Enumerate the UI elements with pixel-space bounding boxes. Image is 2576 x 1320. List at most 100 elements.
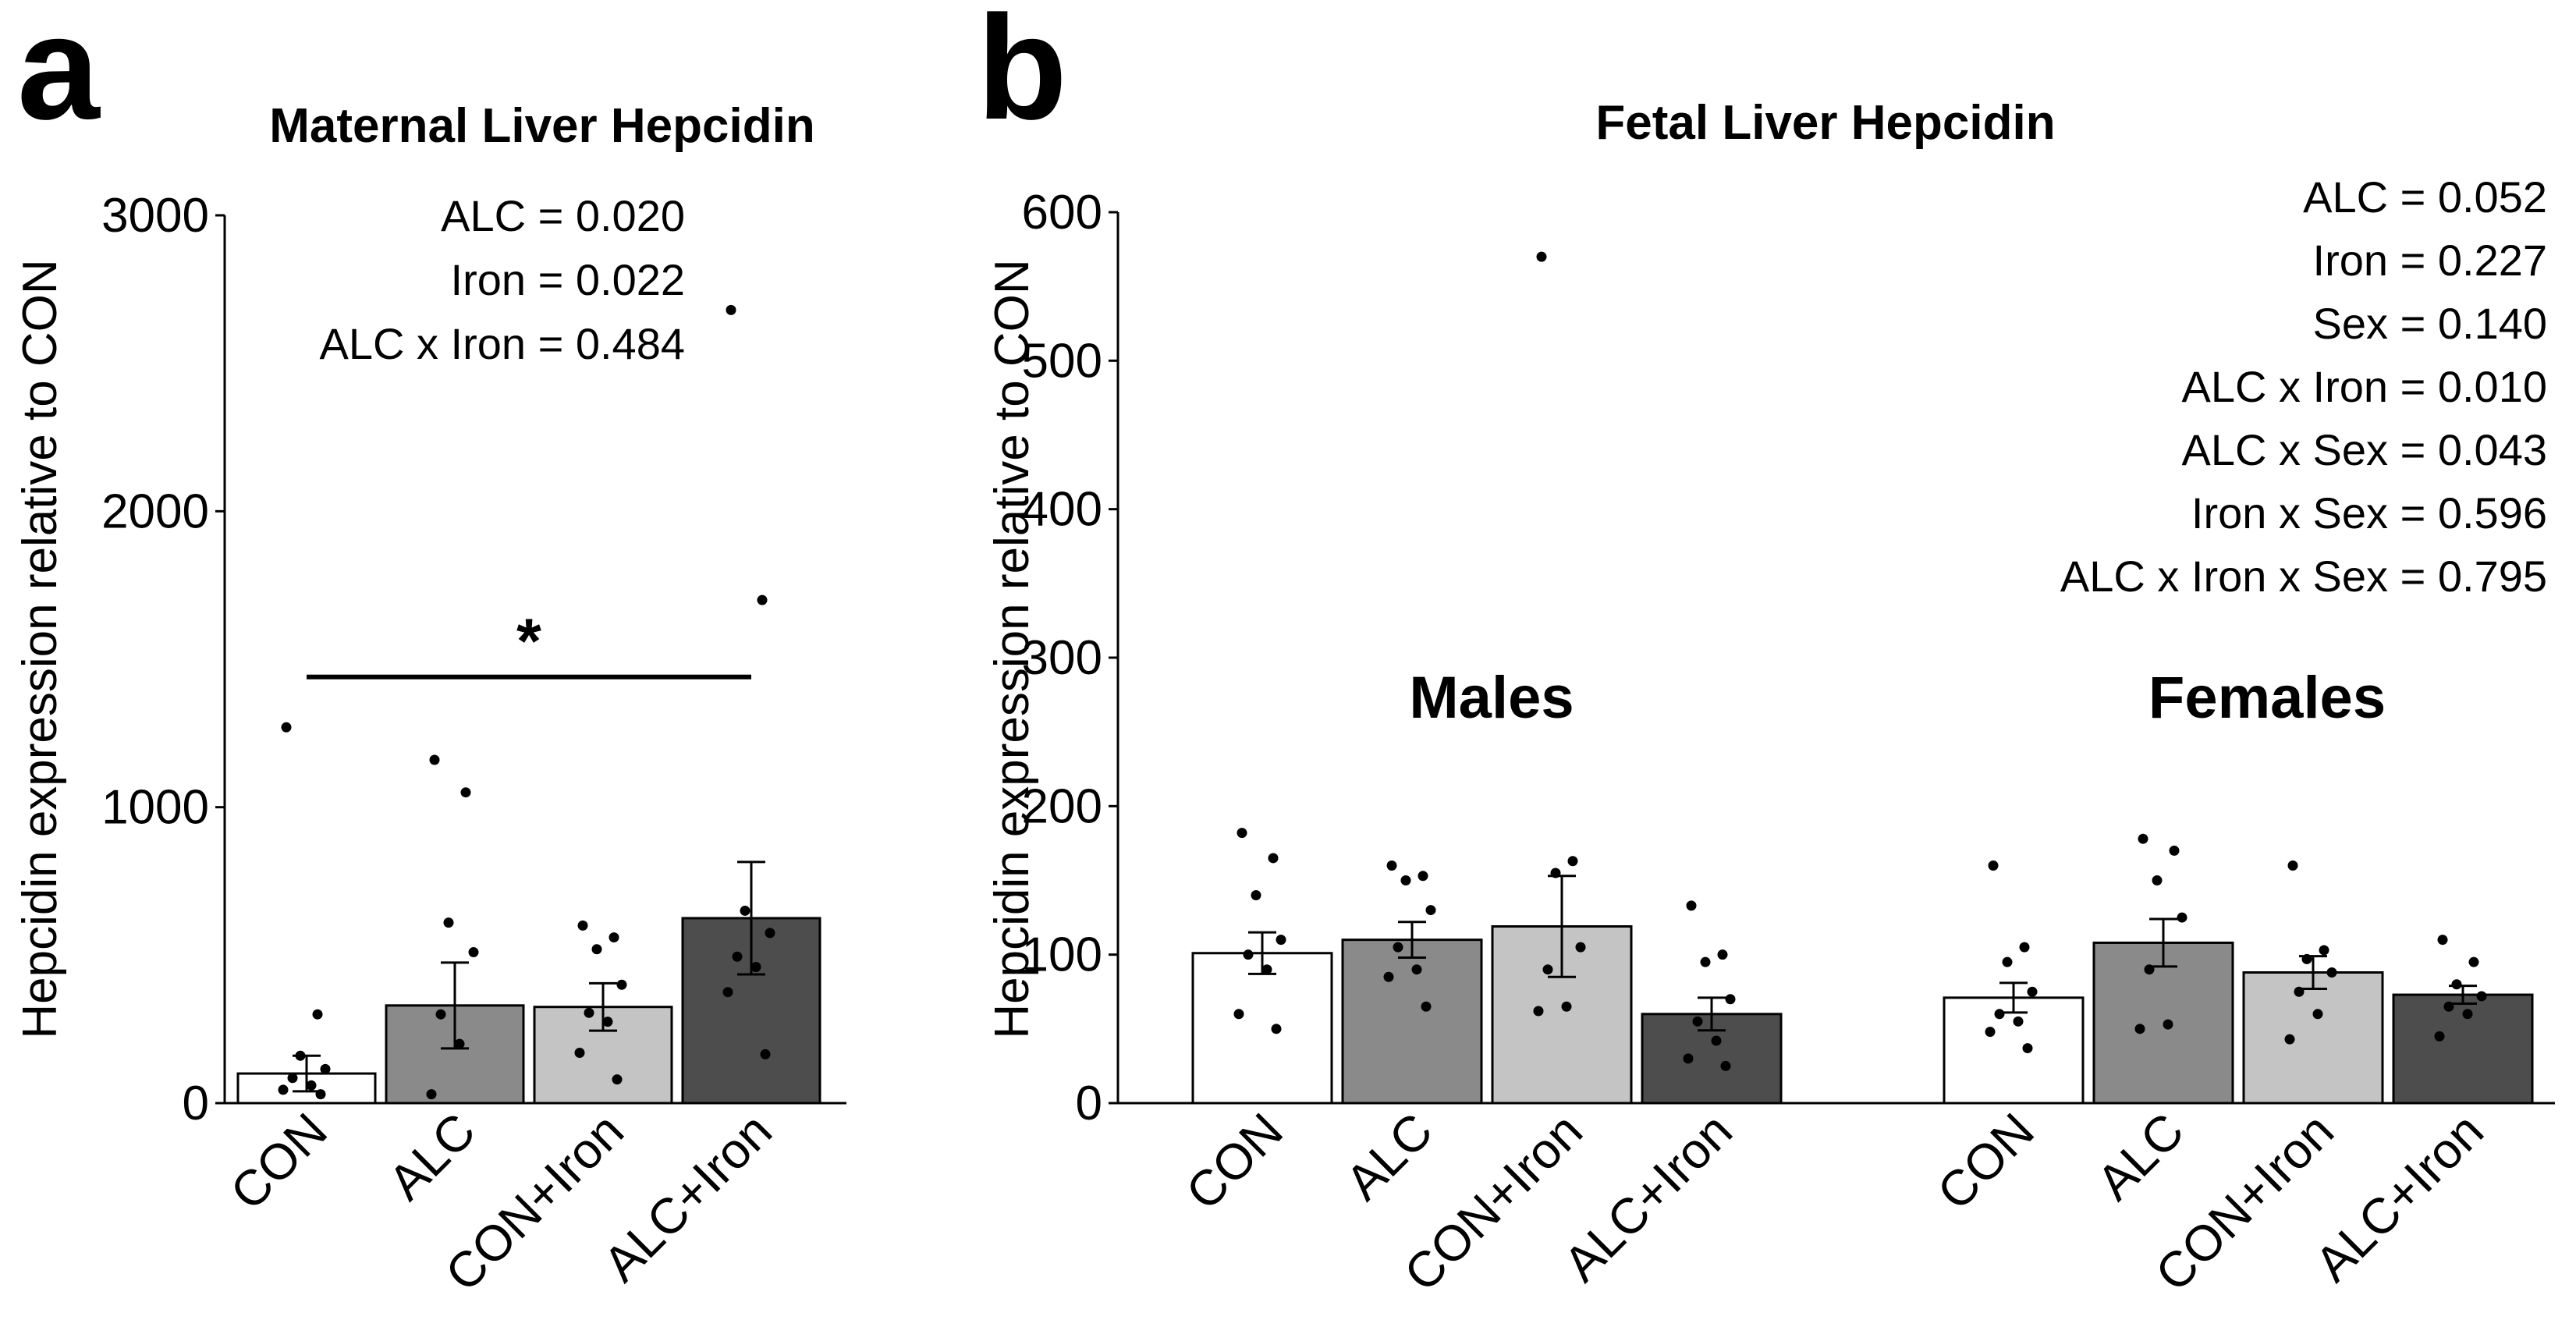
panel-b-males-data-point bbox=[1561, 1001, 1572, 1012]
panel-b-females-data-point bbox=[2437, 935, 2448, 946]
panel-a-data-point bbox=[584, 1007, 594, 1018]
panel-b-males-data-point bbox=[1421, 1001, 1432, 1012]
panel-b-females-data-point bbox=[2169, 845, 2180, 856]
panel-b-males-data-point bbox=[1575, 942, 1586, 953]
panel-a-y-axis-label: Hepcidin expression relative to CON bbox=[13, 259, 67, 1038]
panel-b-males-bar-alc-iron bbox=[1641, 1013, 1783, 1105]
panel-b-y-tick-label: 200 bbox=[1022, 779, 1102, 833]
panel-b-stat-line: ALC x Iron = 0.010 bbox=[2181, 362, 2547, 411]
panel-b-stat-line: Iron = 0.227 bbox=[2313, 236, 2547, 285]
panel-b-males-data-point bbox=[1550, 868, 1561, 878]
panel-b-males-data-point bbox=[1533, 1006, 1544, 1017]
panel-b-females-data-point bbox=[2138, 833, 2148, 844]
panel-b-females-data-point bbox=[2002, 956, 2013, 967]
panel-a-axes: 0 1000 2000 3000 bbox=[101, 189, 846, 1130]
panel-a-data-point bbox=[616, 979, 627, 990]
panel-b-females-data-point bbox=[2013, 1016, 2024, 1027]
panel-a-data-point bbox=[602, 1017, 613, 1027]
panel-b-females-data-point bbox=[2284, 1034, 2295, 1045]
panel-b-females-data-point bbox=[2301, 953, 2312, 964]
panel-b-females-data-point bbox=[1985, 1027, 1996, 1038]
panel-b-males-data-point bbox=[1720, 1060, 1731, 1071]
panel-b-males-data-point bbox=[1683, 1053, 1694, 1064]
panel-a-data-point bbox=[435, 1009, 446, 1020]
panel-b-females-data-point bbox=[2027, 986, 2038, 997]
panel-b-males-data-point bbox=[1686, 900, 1697, 911]
panel-b-y-tick-label: 400 bbox=[1022, 483, 1102, 537]
panel-b-females-data-point bbox=[2134, 1024, 2145, 1034]
panel-a-stat-line: ALC x Iron = 0.484 bbox=[319, 319, 685, 368]
panel-a-letter: a bbox=[17, 0, 101, 151]
panel-a-data-point bbox=[750, 962, 761, 973]
panel-a-data-point bbox=[278, 1084, 289, 1095]
panel-b-males-data-point bbox=[1383, 971, 1394, 982]
panel-b-males-data-point bbox=[1400, 875, 1411, 885]
panel-b-males-data-point bbox=[1692, 1016, 1703, 1027]
panel-b-males-data-point bbox=[1717, 949, 1728, 960]
panel-b-females-data-point bbox=[1994, 1009, 2005, 1020]
panel-b-males-data-point bbox=[1700, 956, 1711, 967]
panel-b-females-data-point bbox=[2462, 1009, 2473, 1020]
panel-a-y-tick-label: 1000 bbox=[101, 781, 209, 835]
panel-a-data-point bbox=[426, 1089, 437, 1100]
panel-a-data-point bbox=[281, 722, 292, 733]
panel-b-females-data-point bbox=[1988, 860, 1999, 871]
panel-b-females-bar-con-iron bbox=[2242, 971, 2384, 1105]
panel-b-males-bar-alc bbox=[1341, 939, 1483, 1105]
panel-b-stat-line: ALC x Sex = 0.043 bbox=[2181, 425, 2547, 474]
panel-b-stat-line: ALC x Iron x Sex = 0.795 bbox=[2060, 552, 2547, 601]
panel-a-data-point bbox=[574, 1048, 585, 1059]
panel-a-data-point bbox=[468, 947, 479, 958]
panel-b-males-data-point bbox=[1393, 942, 1403, 953]
panel-a-data-point bbox=[591, 944, 602, 955]
panel-b-y-tick-label: 0 bbox=[1076, 1077, 1102, 1130]
panel-b-males-data-point bbox=[1251, 890, 1261, 901]
panel-b-females-data-point bbox=[2326, 967, 2337, 978]
panel-b-females-data-point bbox=[2022, 1043, 2033, 1054]
panel-b-males-data-point bbox=[1567, 856, 1578, 867]
panel-a-data-point bbox=[726, 304, 736, 315]
panel-a-data-point bbox=[722, 987, 733, 998]
panel-b-y-tick-label: 100 bbox=[1022, 928, 1102, 982]
panel-a-data-point bbox=[740, 905, 750, 916]
group-label-males: Males bbox=[1409, 665, 1574, 731]
panel-b-females-data-point bbox=[2451, 979, 2462, 990]
panel-a-data-point bbox=[454, 1038, 465, 1049]
panel-b-females-data-point bbox=[2144, 964, 2155, 975]
panel-b-stat-line: ALC = 0.052 bbox=[2303, 172, 2547, 222]
panel-b-females-data-point bbox=[2312, 1009, 2323, 1020]
panel-a-category-label: ALC bbox=[378, 1102, 486, 1211]
panel-b-females-data-point bbox=[2468, 956, 2479, 967]
panel-b-females-data-point bbox=[2443, 1001, 2454, 1012]
group-label-females: Females bbox=[2148, 665, 2386, 731]
panel-a-stat-line: Iron = 0.022 bbox=[451, 255, 685, 304]
panel-b-stat-line: Sex = 0.140 bbox=[2313, 299, 2547, 348]
panel-b-males-data-point bbox=[1237, 828, 1247, 839]
panel-b-females-bar-alc-iron bbox=[2392, 993, 2534, 1105]
panel-b-males-data-point bbox=[1271, 1024, 1282, 1034]
panel-b-females-data-point bbox=[2319, 945, 2329, 956]
panel-b-males-bar-con bbox=[1191, 952, 1333, 1105]
panel-a-data-point bbox=[306, 1080, 317, 1091]
panel-b-females-data-point bbox=[2476, 991, 2487, 1002]
panel-b-males-data-point bbox=[1418, 871, 1428, 882]
panel-b-males-data-point bbox=[1276, 935, 1286, 946]
panel-b-males-data-point bbox=[1536, 251, 1547, 262]
panel-a-data-point bbox=[460, 787, 471, 798]
panel-b-males-category-label: ALC bbox=[1335, 1102, 1443, 1211]
panel-b-females-data-point bbox=[2163, 1019, 2173, 1030]
panel-a-data-point bbox=[429, 754, 440, 765]
panel-a-data-point bbox=[320, 1063, 331, 1074]
panel-b-males-data-point bbox=[1386, 860, 1397, 871]
panel-b-females-data-point bbox=[2434, 1031, 2445, 1041]
panel-a-data-point bbox=[312, 1009, 323, 1020]
panel-a-data-point bbox=[577, 920, 588, 931]
panel-b-females-data-point bbox=[2287, 860, 2298, 871]
panel-b-y-axis-label: Hepcidin expression relative to CON bbox=[985, 259, 1039, 1038]
panel-a-title: Maternal Liver Hepcidin bbox=[269, 99, 814, 153]
panel-b-y-tick-label: 600 bbox=[1022, 186, 1102, 240]
panel-a-y-tick-label: 0 bbox=[183, 1077, 209, 1130]
panel-b-females-data-point bbox=[2152, 875, 2163, 885]
